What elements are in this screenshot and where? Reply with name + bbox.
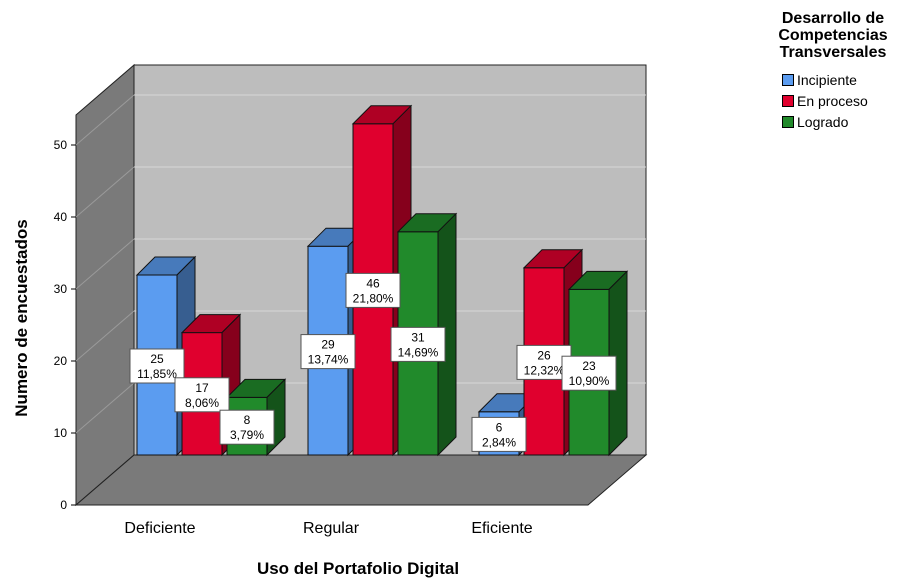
legend-item-en-proceso: En proceso (782, 92, 908, 110)
data-label-box (300, 334, 356, 370)
x-axis-ticks: Deficiente Regular Eficiente (124, 520, 532, 537)
x-tick-label: Eficiente (471, 520, 532, 537)
data-label-count: 31 (411, 330, 425, 344)
floor (74, 454, 648, 506)
legend-swatch (782, 95, 794, 107)
legend-title-line: Transversales (779, 44, 887, 61)
data-label: 83,79% (219, 409, 275, 445)
legend-item-logrado: Logrado (782, 113, 908, 131)
x-tick-label: Regular (303, 520, 360, 537)
y-tick-label: 0 (60, 498, 67, 512)
data-label-box (390, 326, 446, 362)
legend-label: Logrado (797, 114, 849, 130)
data-label: 62,84% (471, 416, 527, 452)
data-label-percent: 10,90% (569, 374, 610, 388)
legend-label: En proceso (797, 93, 868, 109)
legend-item-incipiente: Incipiente (782, 71, 908, 89)
data-label-percent: 21,80% (353, 291, 394, 305)
data-label-box (174, 377, 230, 413)
data-label-count: 8 (244, 413, 251, 427)
data-label-count: 17 (195, 381, 209, 395)
gridline-side (75, 382, 135, 434)
legend-label: Incipiente (797, 72, 857, 88)
data-label-percent: 8,06% (185, 396, 219, 410)
data-label-box (219, 409, 275, 445)
x-axis-label: Uso del Portafolio Digital (257, 559, 459, 578)
gridline-side (75, 166, 135, 218)
y-tick-label: 10 (54, 426, 68, 440)
left-wall (75, 63, 135, 507)
data-label-count: 6 (496, 420, 503, 434)
legend-swatch (782, 116, 794, 128)
data-label-percent: 11,85% (137, 367, 177, 381)
y-tick-label: 30 (54, 282, 68, 296)
data-label-count: 26 (537, 348, 551, 362)
bars: 2511,85%178,06%83,79%2913,74%4621,80%311… (129, 104, 629, 457)
legend-title: Desarrollo de Competencias Transversales (758, 10, 908, 61)
x-tick-label: Deficiente (124, 520, 195, 537)
legend-title-line: Desarrollo de (781, 10, 885, 27)
data-label-box (471, 416, 527, 452)
data-label: 178,06% (174, 377, 230, 413)
bar-side (608, 270, 628, 457)
gridline-side (75, 94, 135, 146)
data-label-count: 23 (582, 359, 596, 373)
gridline-side (75, 238, 135, 290)
data-label-percent: 14,69% (398, 345, 439, 359)
data-label-count: 46 (366, 276, 380, 290)
legend: Desarrollo de Competencias Transversales… (758, 10, 908, 131)
data-label-percent: 2,84% (482, 435, 516, 449)
legend-title-line: Competencias (778, 27, 888, 44)
legend-swatch (782, 74, 794, 86)
y-tick-label: 50 (54, 138, 68, 152)
bar-side (437, 212, 457, 457)
data-label-percent: 12,32% (524, 363, 565, 377)
y-tick-label: 40 (54, 210, 68, 224)
data-label-count: 25 (150, 352, 164, 366)
data-label-box (345, 272, 401, 308)
y-tick-label: 20 (54, 354, 68, 368)
data-label-percent: 3,79% (230, 428, 264, 442)
y-axis-label: Numero de encuestados (12, 219, 31, 416)
gridline-side (75, 310, 135, 362)
data-label-box (561, 355, 617, 391)
y-axis-ticks: 0 10 20 30 40 50 (54, 138, 76, 512)
data-label-percent: 13,74% (308, 353, 349, 367)
data-label-count: 29 (321, 338, 335, 352)
legend-items: Incipiente En proceso Logrado (782, 71, 908, 131)
